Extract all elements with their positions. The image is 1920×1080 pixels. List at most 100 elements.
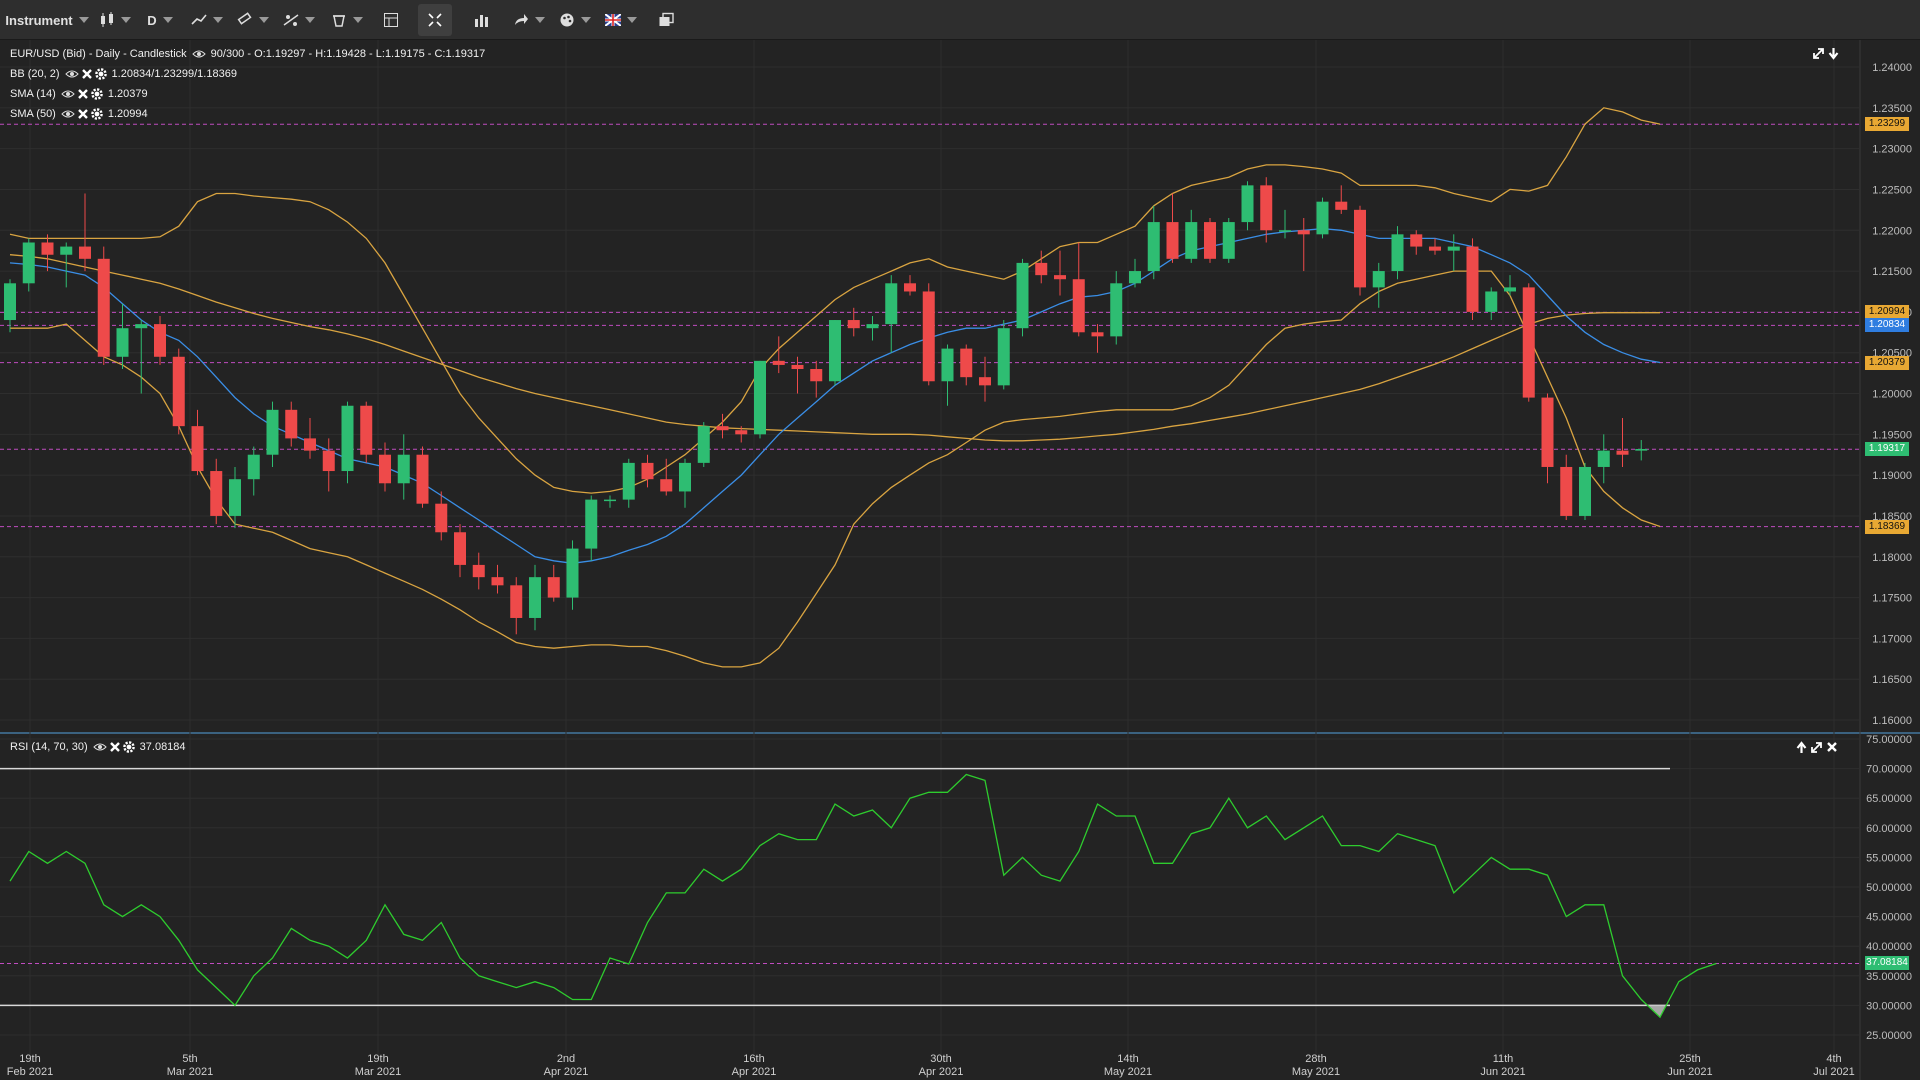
trendline-button[interactable] bbox=[190, 4, 224, 36]
candle-body bbox=[885, 283, 898, 325]
eye-icon[interactable] bbox=[92, 742, 107, 752]
close-icon[interactable] bbox=[81, 68, 93, 80]
ruler-button[interactable] bbox=[236, 4, 270, 36]
price-tick-label: 1.16500 bbox=[1872, 674, 1912, 686]
candle-body bbox=[1335, 201, 1348, 210]
candle-body bbox=[135, 324, 148, 329]
candle-body bbox=[1541, 397, 1554, 467]
price-tag: 1.23299 bbox=[1865, 117, 1909, 132]
expand-icon[interactable] bbox=[1810, 741, 1823, 757]
sma14-legend: SMA (14) 1.20379 bbox=[10, 86, 148, 102]
timeframe-dropdown[interactable]: D bbox=[144, 4, 176, 36]
candle-body bbox=[22, 242, 35, 284]
fit-icon bbox=[428, 13, 442, 27]
candlestick-icon bbox=[101, 12, 113, 27]
candle-body bbox=[829, 320, 841, 382]
candle-body bbox=[4, 283, 16, 321]
gear-icon[interactable] bbox=[94, 68, 107, 80]
candle-body bbox=[697, 426, 710, 463]
candlestick-type-button[interactable] bbox=[98, 4, 132, 36]
sma50-legend-label: SMA (50) bbox=[10, 108, 56, 120]
rsi-oversold-fill bbox=[1647, 1005, 1667, 1018]
price-axis[interactable]: 1.24000 1.23500 1.23000 1.22500 1.22000 1.215… bbox=[1872, 62, 1912, 727]
candle-body bbox=[60, 246, 73, 255]
close-icon[interactable] bbox=[77, 108, 89, 120]
candle-body bbox=[116, 328, 129, 357]
candle-body bbox=[1466, 246, 1479, 312]
price-tick-label: 1.22000 bbox=[1872, 225, 1912, 237]
share-button[interactable] bbox=[512, 4, 546, 36]
main-legend: EUR/USD (Bid) - Daily - Candlestick 90/3… bbox=[10, 46, 485, 62]
eye-icon[interactable] bbox=[61, 89, 75, 99]
candle-body bbox=[341, 405, 354, 472]
chevron-down-icon bbox=[627, 17, 637, 23]
x-tick-month: Feb 2021 bbox=[7, 1066, 53, 1078]
gear-icon[interactable] bbox=[91, 88, 103, 100]
expand-icon[interactable] bbox=[1812, 47, 1825, 63]
eye-icon[interactable] bbox=[64, 69, 79, 79]
gear-icon[interactable] bbox=[122, 741, 135, 753]
candles bbox=[4, 177, 1648, 635]
layout-icon bbox=[384, 13, 398, 27]
arrow-down-icon[interactable] bbox=[1828, 47, 1839, 63]
candle-body bbox=[1147, 222, 1160, 272]
moving-averages bbox=[9, 227, 1661, 564]
chevron-down-icon bbox=[581, 17, 591, 23]
chevron-down-icon bbox=[305, 17, 315, 23]
candle-body bbox=[735, 430, 748, 435]
rsi-legend-label: RSI (14, 70, 30) bbox=[10, 741, 88, 753]
drawing-tools-icon bbox=[283, 14, 299, 26]
x-tick-day: 30th bbox=[930, 1053, 951, 1065]
gear-icon[interactable] bbox=[91, 108, 103, 120]
candle-body bbox=[772, 360, 785, 365]
candle-body bbox=[210, 471, 223, 516]
x-tick-month: Apr 2021 bbox=[732, 1066, 777, 1078]
window-icon bbox=[659, 12, 674, 26]
candle-body bbox=[172, 356, 185, 427]
candle-body bbox=[1054, 275, 1066, 280]
rsi-axis[interactable]: 75.00000 70.00000 65.00000 60.00000 55.00000… bbox=[1866, 734, 1912, 1042]
price-tick-label: 1.17500 bbox=[1872, 593, 1912, 605]
drawing-tools-button[interactable] bbox=[282, 4, 316, 36]
arrow-up-icon[interactable] bbox=[1796, 741, 1807, 757]
sma14-legend-label: SMA (14) bbox=[10, 88, 56, 100]
close-icon[interactable] bbox=[109, 741, 121, 753]
candle-body bbox=[1129, 271, 1141, 284]
close-icon[interactable] bbox=[77, 88, 89, 100]
bollinger-bands bbox=[9, 107, 1661, 668]
instrument-dropdown[interactable]: Instrument bbox=[5, 4, 89, 36]
candle-body bbox=[191, 426, 204, 472]
candle-body bbox=[960, 348, 973, 378]
candle-body bbox=[1316, 201, 1329, 235]
layout-button[interactable] bbox=[380, 4, 402, 36]
candle-body bbox=[79, 246, 91, 259]
bb-legend: BB (20, 2) 1.20834/1.23299/1.18369 bbox=[10, 66, 237, 82]
rsi-pane-controls bbox=[1796, 741, 1838, 757]
fit-chart-button[interactable] bbox=[418, 4, 452, 36]
close-icon[interactable] bbox=[1826, 741, 1838, 757]
rsi-tick-label: 30.00000 bbox=[1866, 1000, 1912, 1012]
price-tick-label: 1.23000 bbox=[1872, 144, 1912, 156]
candle-body bbox=[1354, 209, 1366, 288]
candle-body bbox=[41, 242, 54, 255]
candle-body bbox=[941, 348, 954, 382]
candle-body bbox=[1597, 450, 1610, 467]
chevron-down-icon bbox=[535, 17, 545, 23]
eye-icon[interactable] bbox=[191, 49, 206, 59]
language-button[interactable] bbox=[604, 4, 638, 36]
indicators-button[interactable] bbox=[470, 4, 492, 36]
candle-body bbox=[1297, 230, 1310, 235]
theme-button[interactable] bbox=[558, 4, 592, 36]
eye-icon[interactable] bbox=[61, 109, 75, 119]
candle-body bbox=[791, 364, 804, 370]
candle-body bbox=[397, 454, 410, 484]
shapes-button[interactable] bbox=[330, 4, 364, 36]
candle-body bbox=[154, 324, 166, 357]
candle-body bbox=[847, 320, 860, 329]
rsi-legend: RSI (14, 70, 30) 37.08184 bbox=[10, 739, 186, 755]
x-tick-day: 19th bbox=[367, 1053, 388, 1065]
candle-body bbox=[491, 577, 504, 586]
chart-canvas[interactable]: 1.24000 1.23500 1.23000 1.22500 1.22000 1.215… bbox=[0, 40, 1920, 1080]
popout-button[interactable] bbox=[655, 4, 677, 36]
